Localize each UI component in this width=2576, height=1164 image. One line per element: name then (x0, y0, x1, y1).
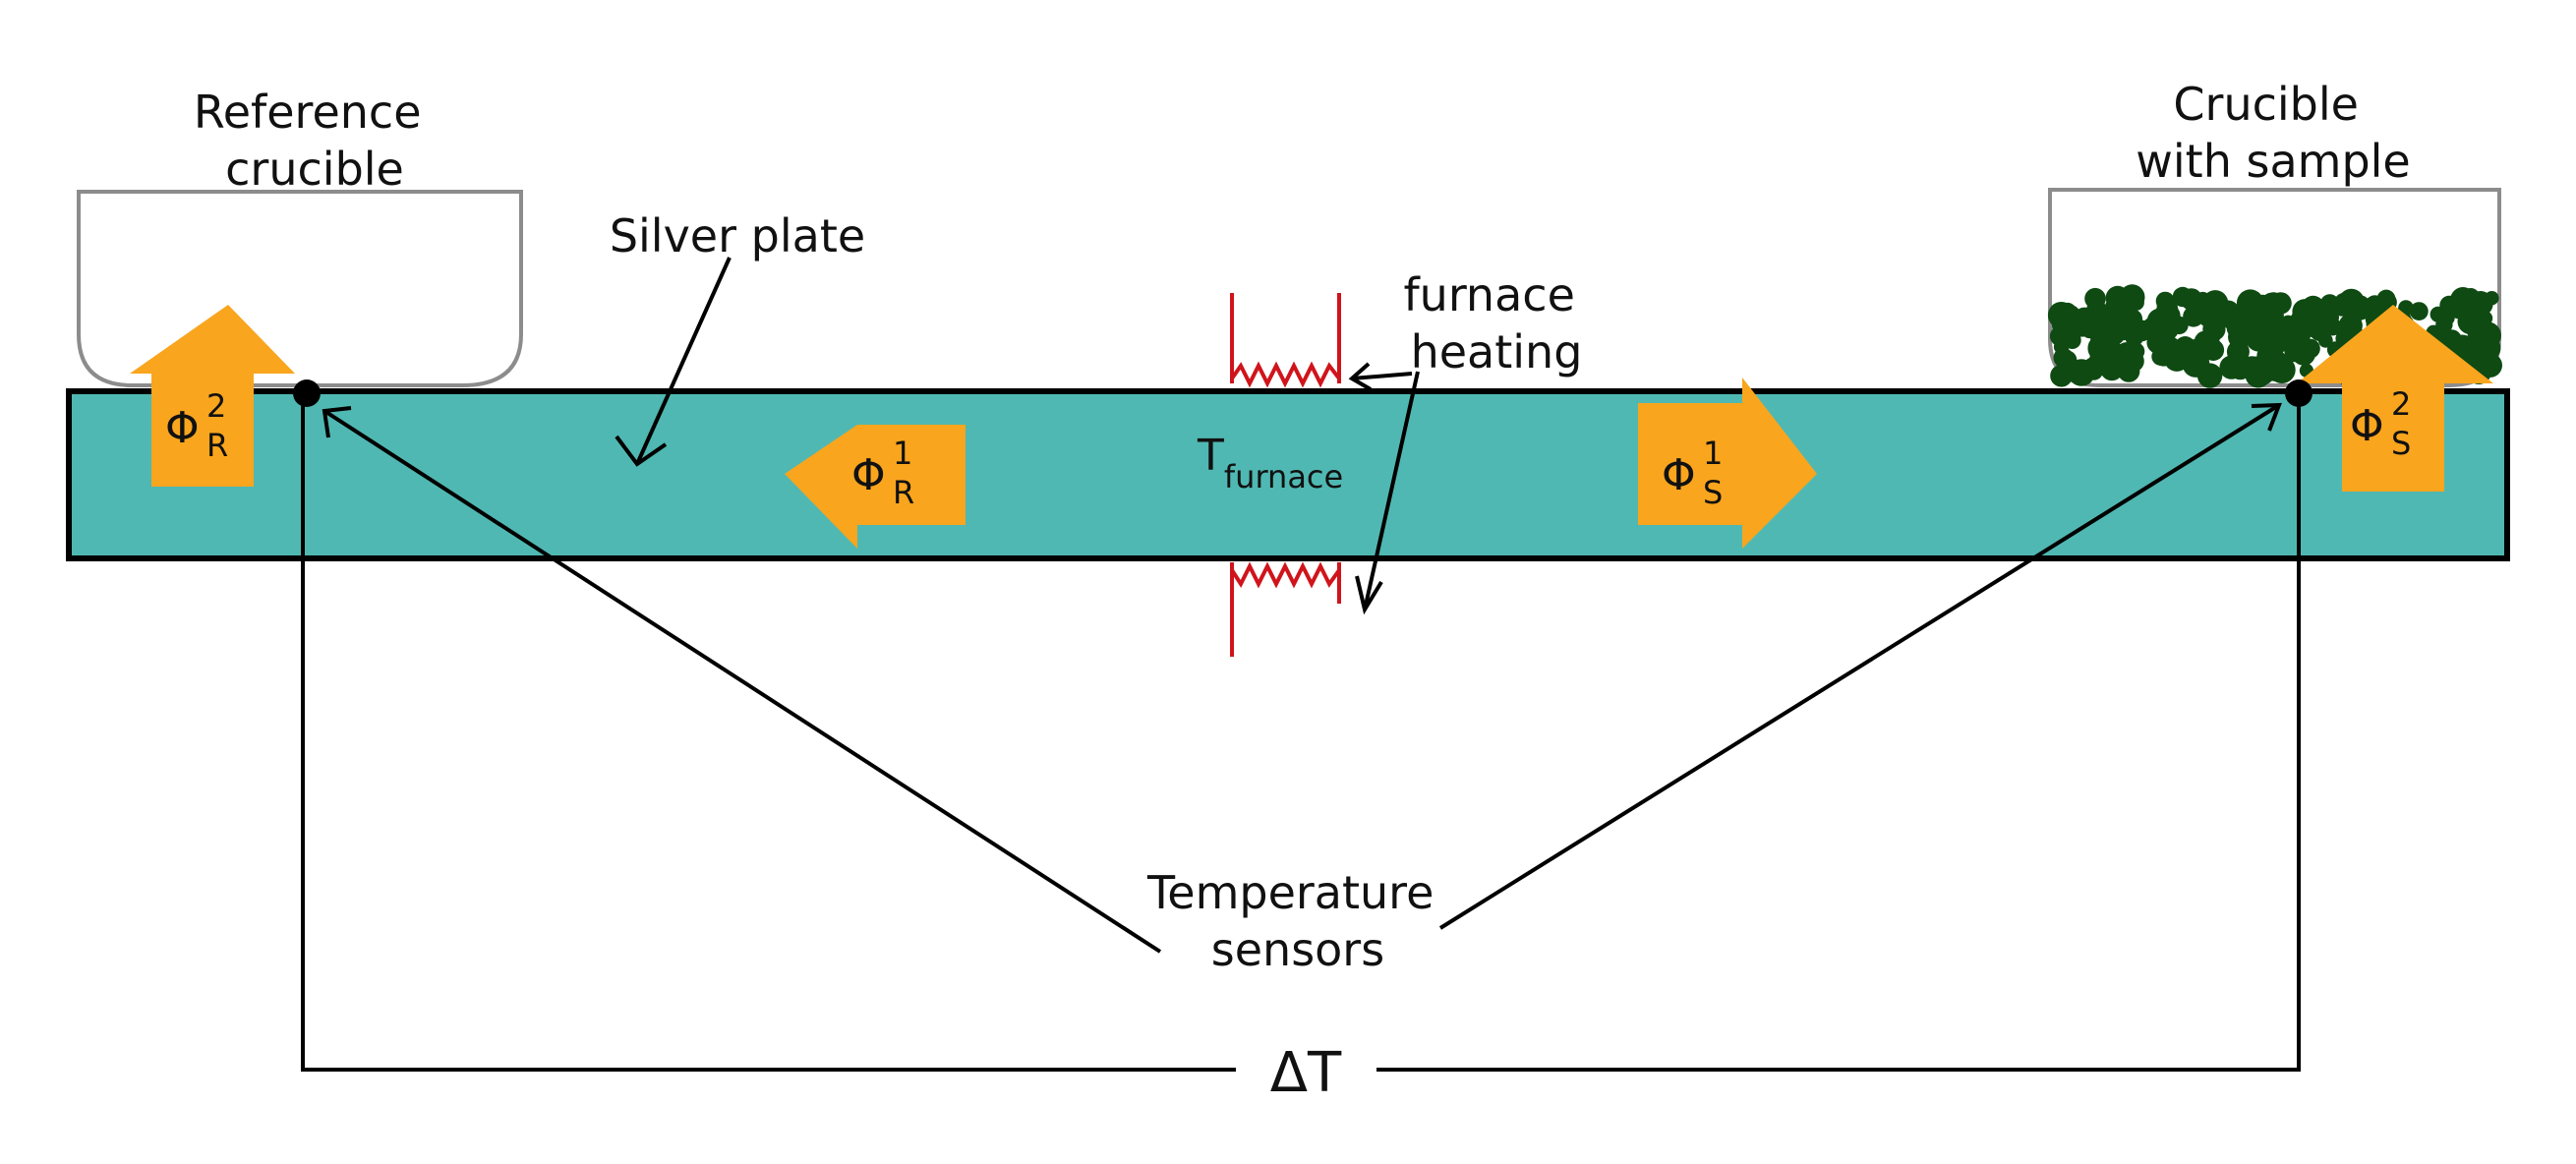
silver-plate (66, 388, 2510, 561)
furnace-heater-bottom (1230, 561, 1341, 657)
svg-text:S: S (1703, 474, 1723, 511)
leader-lines (322, 257, 2282, 954)
svg-text:1: 1 (1703, 435, 1723, 472)
svg-text:2: 2 (2391, 385, 2411, 423)
svg-text:Φ: Φ (851, 450, 886, 500)
delta-t-connector (301, 391, 2301, 1072)
sample-crucible-label: Crucible with sample (2136, 78, 2410, 188)
reference-crucible (77, 190, 523, 387)
flux-label-r1: Φ 1 R (851, 435, 914, 511)
svg-text:Φ: Φ (165, 403, 200, 453)
flux-arrow-r1 (785, 425, 966, 549)
svg-text:R: R (893, 474, 914, 511)
t-furnace-label: Tfurnace (1197, 431, 1343, 495)
sample-sensor (2285, 379, 2313, 407)
reference-crucible-label: Reference crucible (194, 86, 436, 196)
flux-arrow-r2 (130, 305, 295, 487)
reference-sensor (293, 379, 321, 407)
flux-label-s2: Φ 2 S (2350, 385, 2411, 462)
flux-arrow-s2 (2297, 305, 2493, 492)
delta-t-label: ΔT (1270, 1041, 1342, 1105)
temperature-sensors-label: Temperature sensors (1146, 866, 1448, 976)
silver-plate-label: Silver plate (610, 209, 865, 262)
flux-label-r2: Φ 2 R (165, 387, 228, 464)
svg-text:Φ: Φ (2350, 401, 2384, 451)
furnace-heating-label: furnace heating (1403, 268, 1589, 378)
flux-label-s1: Φ 1 S (1662, 435, 1723, 511)
svg-text:2: 2 (206, 387, 226, 425)
svg-text:Φ: Φ (1662, 450, 1696, 500)
svg-text:1: 1 (893, 435, 912, 472)
furnace-heater-top (1230, 293, 1341, 388)
svg-text:R: R (206, 427, 228, 464)
svg-text:S: S (2391, 425, 2411, 462)
flux-arrow-s1 (1638, 378, 1817, 549)
